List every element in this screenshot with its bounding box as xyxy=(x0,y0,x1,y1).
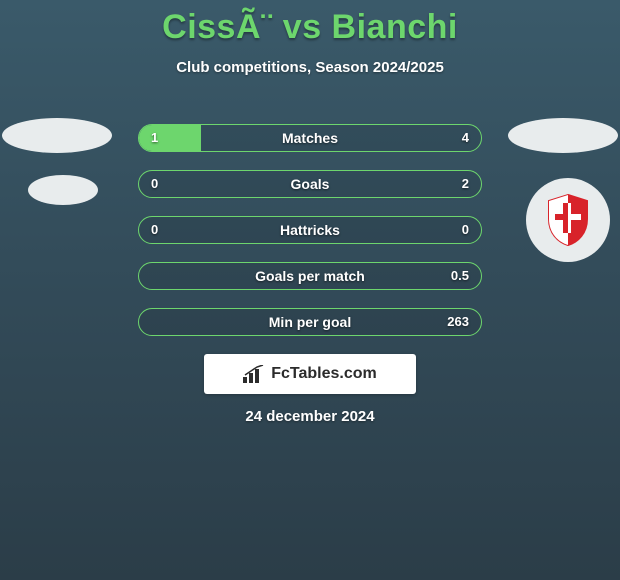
stat-label: Goals xyxy=(139,171,481,197)
date-text: 24 december 2024 xyxy=(0,408,620,425)
avatar-silhouette xyxy=(2,118,112,153)
brand-text: FcTables.com xyxy=(271,365,377,383)
stat-label: Goals per match xyxy=(139,263,481,289)
stat-value-right: 263 xyxy=(447,309,469,335)
club-disc xyxy=(28,175,98,205)
stat-row-min-per-goal: Min per goal 263 xyxy=(138,308,482,336)
stats-container: 1 Matches 4 0 Goals 2 0 Hattricks 0 Goal… xyxy=(138,124,482,354)
stat-label: Matches xyxy=(139,125,481,151)
club-right-badge xyxy=(526,178,610,262)
stat-row-hattricks: 0 Hattricks 0 xyxy=(138,216,482,244)
stat-row-goals: 0 Goals 2 xyxy=(138,170,482,198)
stat-row-matches: 1 Matches 4 xyxy=(138,124,482,152)
subtitle: Club competitions, Season 2024/2025 xyxy=(0,59,620,76)
stat-label: Min per goal xyxy=(139,309,481,335)
avatar-silhouette xyxy=(508,118,618,153)
chart-icon xyxy=(243,365,265,383)
club-disc xyxy=(526,178,610,262)
stat-value-right: 0.5 xyxy=(451,263,469,289)
club-left-badge xyxy=(28,175,112,259)
brand-box[interactable]: FcTables.com xyxy=(204,354,416,394)
page-title: CissÃ¨ vs Bianchi xyxy=(0,0,620,47)
stat-value-right: 0 xyxy=(462,217,469,243)
stat-row-goals-per-match: Goals per match 0.5 xyxy=(138,262,482,290)
stat-value-right: 4 xyxy=(462,125,469,151)
stat-value-right: 2 xyxy=(462,171,469,197)
shield-icon xyxy=(545,193,591,247)
stat-label: Hattricks xyxy=(139,217,481,243)
